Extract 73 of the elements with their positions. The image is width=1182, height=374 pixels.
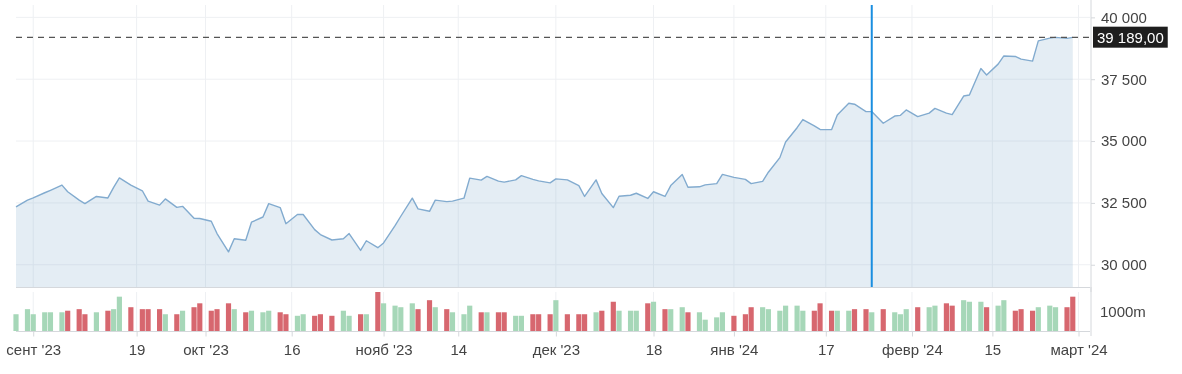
x-tick-label: 18 [645,341,663,359]
bar [375,292,381,331]
bar [93,312,99,331]
bar [679,307,685,331]
bar [685,312,691,331]
bar [162,314,168,331]
bar [869,312,875,331]
bar [329,315,335,331]
bar [1029,310,1036,331]
bar [610,301,616,331]
bar [915,307,921,331]
bar [59,312,65,331]
bar [616,310,622,331]
bar [1035,307,1041,331]
bar [225,303,232,331]
bar [426,300,433,331]
bar [828,310,835,331]
bar [564,314,570,331]
bar [731,315,737,331]
ref-line-label: 39 189,00 [1097,28,1164,46]
bar [880,309,886,331]
bar [128,307,134,331]
bar [358,314,364,331]
x-tick-label: дек '23 [532,341,581,359]
y-tick-label: 35 000 [1101,132,1147,150]
bar [478,312,484,331]
y-tick-label: 37 500 [1101,70,1147,88]
bar [409,303,415,331]
x-tick-label: 19 [128,341,146,359]
bar [363,314,369,331]
bar [449,312,456,331]
x-tick-label: 17 [817,341,835,359]
y-tick-label: 40 000 [1101,8,1147,26]
bar [984,307,990,331]
bar [231,309,237,331]
bar [105,310,111,331]
x-tick-label: сент '23 [6,341,62,359]
bar [13,314,19,331]
text: 1000m [1100,302,1146,320]
x-tick-label: март '24 [1050,341,1108,359]
bar [248,310,255,331]
y-tick-label: 30 000 [1101,256,1147,274]
x-tick-label: 16 [283,341,301,359]
bar [65,310,71,331]
x-tick-label: нояб '23 [355,341,413,359]
bar [157,309,163,331]
x-tick-label: янв '24 [710,341,759,359]
bar [243,312,249,331]
bar [547,314,553,331]
bar [415,309,421,331]
x-tick-label: 15 [984,341,1002,359]
bar [444,309,450,331]
bar [834,310,840,331]
bar [668,309,674,331]
x-tick-label: февр '24 [882,341,943,359]
bar [978,301,984,331]
bar [662,309,668,331]
bar [484,312,490,331]
x-tick-label: окт '23 [183,341,229,359]
bar [553,300,559,331]
bar [863,309,869,331]
bar [645,303,651,331]
bar [432,307,438,331]
bar [593,312,599,331]
bar [846,310,852,331]
bar [650,301,657,331]
bar [599,310,605,331]
bar [174,314,180,331]
x-tick-label: 14 [450,341,468,359]
y-tick-label: 32 500 [1101,194,1147,212]
bar [179,310,186,331]
bar [851,309,858,331]
bar [380,303,387,331]
